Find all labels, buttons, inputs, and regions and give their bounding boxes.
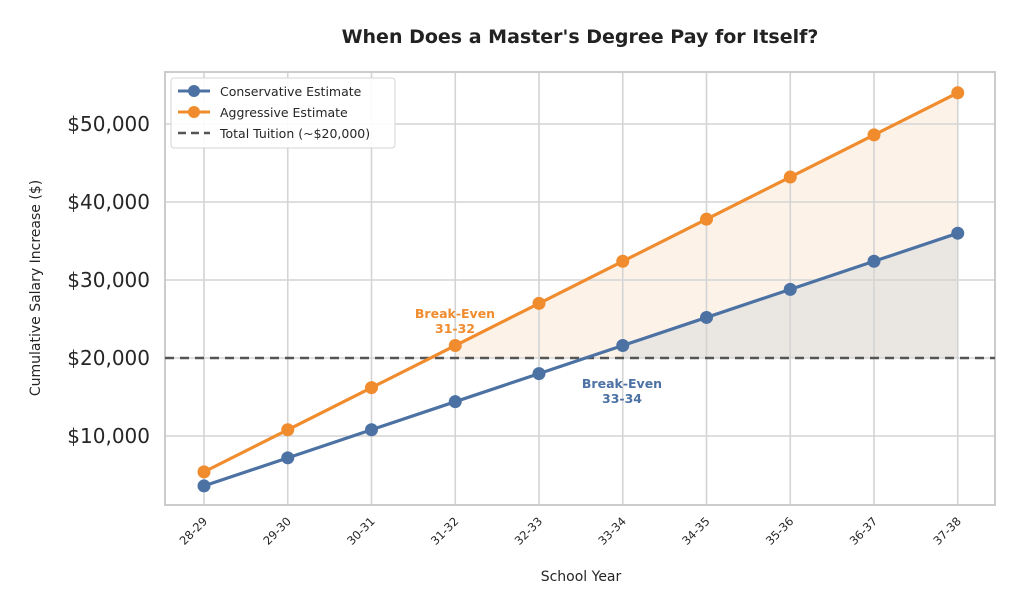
legend-label: Total Tuition (~$20,000) — [219, 126, 370, 141]
data-point — [867, 128, 881, 142]
x-axis-label: School Year — [541, 569, 622, 585]
data-point — [281, 423, 295, 437]
legend-item-aggressive: Aggressive Estimate — [178, 105, 348, 120]
x-tick-label: 36-37 — [847, 514, 881, 548]
x-tick-label: 30-31 — [344, 514, 378, 548]
y-tick-label: $10,000 — [67, 424, 150, 448]
series-line — [203, 91, 959, 474]
x-tick-label: 32-33 — [512, 514, 546, 548]
legend-item-conservative: Conservative Estimate — [178, 84, 362, 99]
x-tick-label: 37-38 — [930, 514, 964, 548]
data-point — [365, 423, 378, 437]
data-point — [197, 465, 211, 479]
data-point — [532, 296, 546, 310]
data-point — [783, 282, 797, 296]
legend: Conservative Estimate Aggressive Estimat… — [170, 77, 396, 149]
x-tick-label: 34-35 — [679, 514, 713, 548]
data-point — [700, 212, 713, 226]
y-tick-label: $50,000 — [67, 112, 150, 136]
data-point — [448, 395, 462, 409]
x-axis-ticks: 28-29 29-30 30-31 31-32 32-33 33-34 34-35 35-36… — [177, 514, 964, 548]
x-tick-label: 29-30 — [260, 514, 294, 548]
x-tick-label: 31-32 — [428, 514, 462, 548]
y-tick-label: $20,000 — [67, 346, 150, 370]
x-tick-label: 28-29 — [177, 514, 211, 548]
data-point — [783, 170, 797, 184]
annotations: Break-Even 31-32 Break-Even 33-34 — [415, 306, 662, 406]
break-even-annotation: Break-Even 33-34 — [582, 376, 662, 406]
data-point — [532, 367, 546, 381]
data-point — [700, 310, 713, 324]
legend-box — [170, 77, 396, 149]
data-point — [448, 339, 462, 353]
data-point — [616, 254, 630, 268]
y-axis-ticks: $10,000 $20,000 $30,000 $40,000 $50,000 — [67, 112, 150, 448]
series-lines — [197, 86, 965, 493]
data-point — [951, 86, 965, 100]
y-axis-label: Cumulative Salary Increase ($) — [28, 180, 44, 396]
legend-label: Conservative Estimate — [220, 84, 362, 99]
legend-item-tuition: Total Tuition (~$20,000) — [178, 126, 370, 141]
data-point — [867, 254, 881, 268]
data-point — [281, 451, 295, 465]
data-point — [951, 226, 965, 240]
legend-label: Aggressive Estimate — [220, 105, 348, 120]
series-line — [203, 231, 959, 488]
legend-marker-icon — [188, 106, 200, 118]
x-tick-label: 33-34 — [595, 514, 629, 548]
data-point — [616, 339, 630, 353]
legend-marker-icon — [188, 85, 200, 97]
data-point — [197, 479, 211, 493]
x-tick-label: 35-36 — [763, 514, 797, 548]
plot-frame — [164, 71, 996, 506]
y-tick-label: $40,000 — [67, 190, 150, 214]
series-conservative-estimate — [197, 226, 965, 493]
chart-title: When Does a Master's Degree Pay for Itse… — [342, 26, 819, 48]
break-even-annotation: Break-Even 31-32 — [415, 306, 495, 336]
series-aggressive-estimate — [197, 86, 965, 479]
y-tick-label: $30,000 — [67, 268, 150, 292]
data-point — [365, 381, 378, 395]
